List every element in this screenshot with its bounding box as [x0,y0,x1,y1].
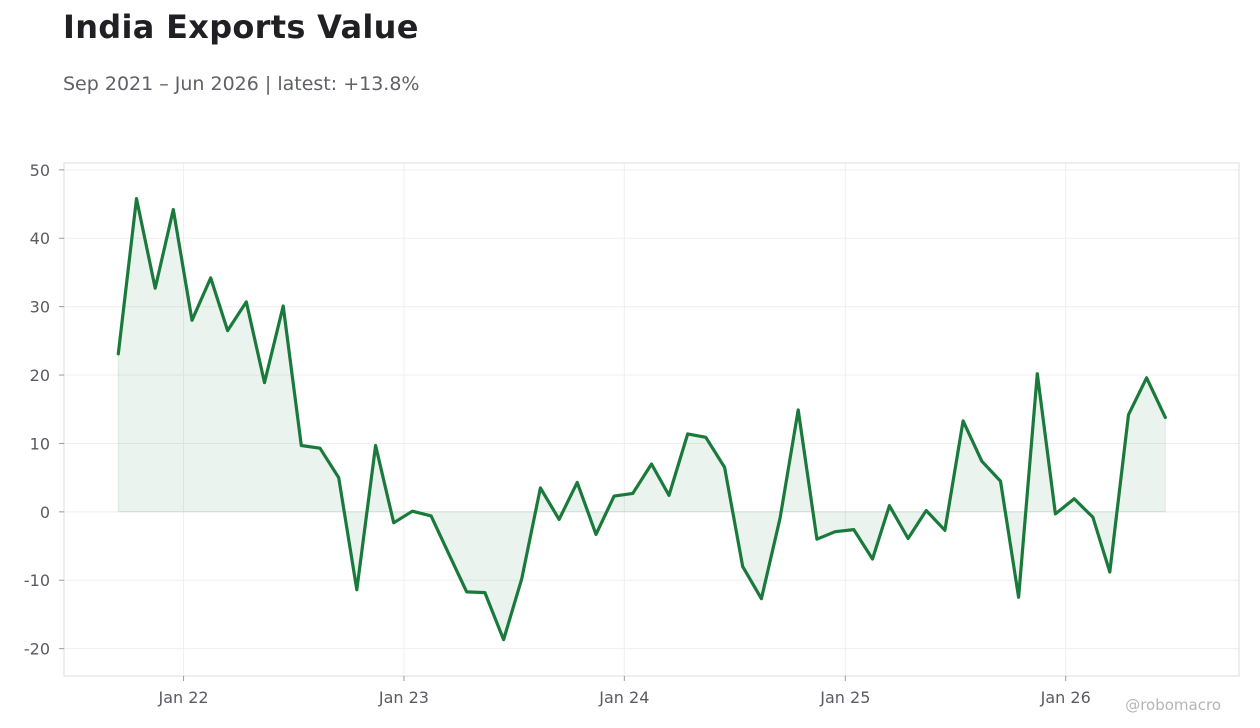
x-tick-label: Jan 25 [819,688,870,707]
y-tick-label: -10 [24,571,50,590]
chart-title: India Exports Value [63,8,419,46]
y-tick-label: 50 [30,161,50,180]
x-tick-label: Jan 23 [378,688,429,707]
series-area-fill [117,198,1166,642]
y-tick-label: -20 [24,640,50,659]
x-tick-label: Jan 22 [157,688,208,707]
y-tick-label: 10 [30,434,50,453]
x-tick-label: Jan 26 [1040,688,1091,707]
y-tick-label: 0 [40,503,50,522]
chart-subtitle: Sep 2021 – Jun 2026 | latest: +13.8% [63,73,420,95]
x-tick-label: Jan 24 [598,688,649,707]
grid-lines [64,163,1239,676]
series-line [116,197,1167,642]
y-tick-label: 20 [30,366,50,385]
y-tick-label: 40 [30,229,50,248]
x-axis: Jan 22 Jan 23 Jan 24 Jan 25 Jan 26 [157,676,1091,707]
y-tick-label: 30 [30,298,50,317]
plot-frame [63,162,1240,677]
y-axis: -20 -10 0 10 20 30 40 50 [24,161,64,659]
watermark-text: @robomacro [1125,696,1221,714]
